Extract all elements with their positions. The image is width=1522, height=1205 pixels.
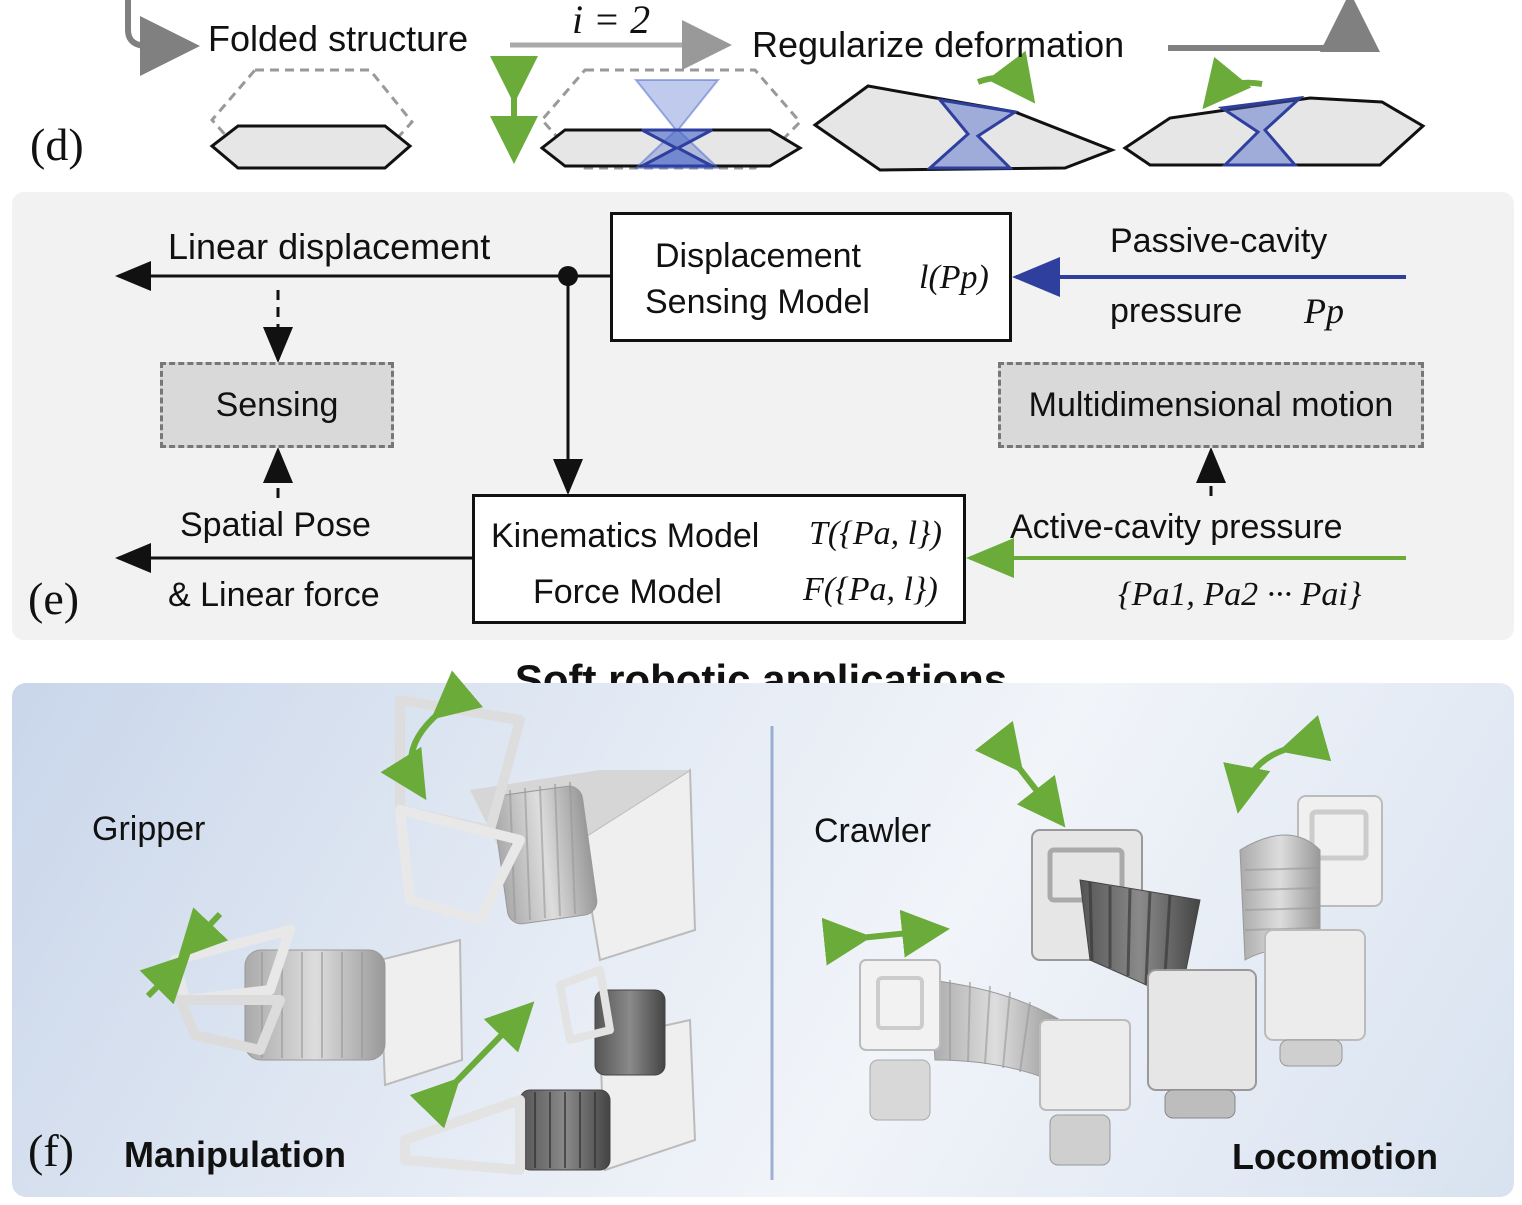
linear-force-label: & Linear force [168,576,380,614]
panel-e-graphics [115,257,1406,578]
panel-e-label: (e) [28,573,80,624]
sensing-box: Sensing [160,362,394,448]
flow-arrow-right [1168,0,1380,53]
blue-hourglass-bent-2 [1217,95,1305,167]
pressure-label: pressure [1110,292,1243,330]
gripper-bottom-illustration [400,966,697,1175]
kinematics-force-model-box: Kinematics Model T({Pa, l}) Force Model … [472,494,966,624]
bent-hexagon-2 [1122,96,1426,167]
locomotion-label: Locomotion [1232,1136,1438,1177]
displacement-model-line1: Displacement [655,237,861,275]
panel-d-graphics [125,0,1426,172]
green-curved-arrow-1 [976,50,1036,104]
flow-arrow-left [125,0,200,76]
gripper-top-illustration [380,670,697,962]
pressure-symbol: Pp [1304,291,1344,331]
displacement-model-box: Displacement Sensing Model l(Pp) [610,212,1012,342]
spatial-pose-label: Spatial Pose [180,506,371,544]
folded-structure-label: Folded structure [208,18,469,59]
blue-hourglass [641,128,713,168]
linear-displacement-label: Linear displacement [168,226,491,267]
active-cavity-label: Active-cavity pressure [1010,508,1343,546]
multidimensional-motion-box: Multidimensional motion [998,362,1424,448]
gripper-label: Gripper [92,810,206,848]
multidimensional-motion-label: Multidimensional motion [1028,385,1394,424]
folded-hexagon [209,124,413,170]
crawler-label: Crawler [814,812,932,850]
kinematics-model-label: Kinematics Model [491,517,760,555]
crawler-right-illustration [1223,715,1383,1067]
force-formula: F({Pa, l}) [803,571,938,608]
regularize-label: Regularize deformation [752,24,1125,65]
panel-d-label: (d) [30,119,84,170]
panel-f-label: (f) [28,1125,74,1176]
crawler-left-illustration [821,909,1131,1166]
kinematics-formula: T({Pa, l}) [809,515,942,552]
deform-hexagon [539,128,803,168]
force-model-label: Force Model [533,573,722,611]
iteration-label: i = 2 [572,0,651,42]
manipulation-label: Manipulation [124,1134,346,1175]
crawler-middle-illustration [974,720,1257,1119]
displacement-formula: l(Pp) [919,259,989,296]
blue-hourglass-bent-1 [926,97,1020,170]
deform-dashed-hexagon [540,68,803,170]
sensing-label: Sensing [215,385,339,424]
gripper-left-illustration [139,907,464,1087]
active-pressures-formula: {Pa1, Pa2 ··· Pai} [1118,576,1362,613]
displacement-model-line2: Sensing Model [645,283,870,321]
passive-cavity-label: Passive-cavity [1110,222,1328,260]
green-curved-arrow-2 [1202,56,1263,110]
